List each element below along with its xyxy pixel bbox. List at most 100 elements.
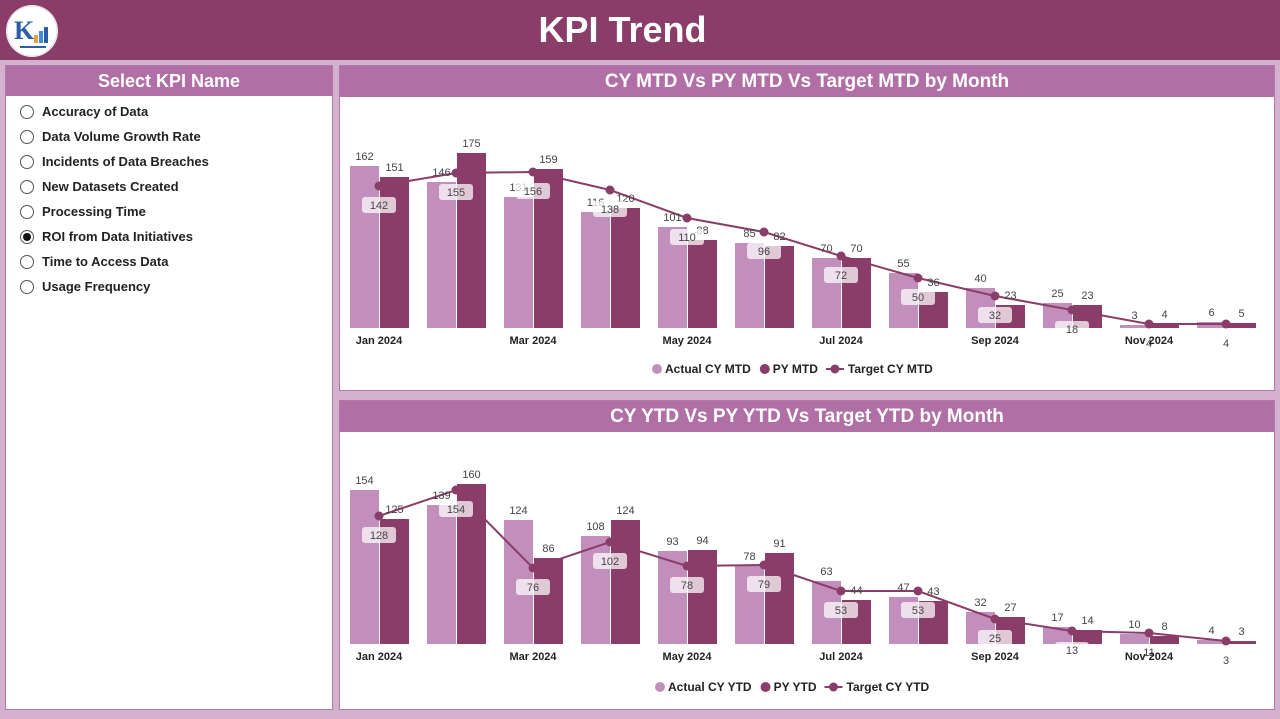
target-point[interactable] xyxy=(836,251,846,261)
data-label-target: 154 xyxy=(447,504,465,516)
legend-label[interactable]: Actual CY YTD xyxy=(668,680,752,694)
target-point[interactable] xyxy=(682,561,692,571)
legend-marker-icon xyxy=(652,364,662,374)
bar-actual[interactable] xyxy=(658,551,687,644)
bar-py[interactable] xyxy=(765,553,794,644)
target-point[interactable] xyxy=(528,167,538,177)
target-point[interactable] xyxy=(605,537,615,547)
data-label-target: 96 xyxy=(758,246,770,258)
data-label-target-box xyxy=(747,243,781,259)
data-label-target-box xyxy=(824,267,858,283)
legend-marker-icon xyxy=(760,682,771,692)
data-label-target: 11 xyxy=(1143,647,1154,659)
bar-actual[interactable] xyxy=(350,490,379,644)
bar-py[interactable] xyxy=(534,558,563,644)
data-label-target: 128 xyxy=(370,530,388,542)
data-label-target-box xyxy=(1132,644,1166,660)
data-label-target: 32 xyxy=(989,310,1001,322)
legend-label[interactable]: PY YTD xyxy=(774,680,817,694)
slicer-item[interactable]: Time to Access Data xyxy=(6,249,332,274)
target-point[interactable] xyxy=(451,485,461,495)
radio-icon[interactable] xyxy=(20,129,34,144)
slicer-item[interactable]: Usage Frequency xyxy=(6,274,332,299)
radio-icon[interactable] xyxy=(20,254,34,269)
slicer-item[interactable]: Incidents of Data Breaches xyxy=(6,149,332,174)
data-label-target: 13 xyxy=(1066,645,1078,657)
legend-label[interactable]: Actual CY MTD xyxy=(665,362,751,376)
bar-actual[interactable] xyxy=(1197,640,1226,644)
data-label-target-box xyxy=(516,579,550,595)
target-point[interactable] xyxy=(1221,636,1231,646)
target-point[interactable] xyxy=(1067,305,1077,315)
x-tick-label: Mar 2024 xyxy=(509,651,557,663)
bar-actual[interactable] xyxy=(427,505,456,644)
target-point[interactable] xyxy=(374,181,384,191)
data-label-py: 44 xyxy=(850,585,862,597)
target-point[interactable] xyxy=(605,185,615,195)
legend-marker-icon xyxy=(655,682,665,692)
bar-py[interactable] xyxy=(688,550,717,644)
radio-icon[interactable] xyxy=(20,204,34,219)
target-line xyxy=(378,488,1227,642)
target-point[interactable] xyxy=(759,227,769,237)
data-label-target: 76 xyxy=(527,582,539,594)
radio-icon[interactable] xyxy=(20,229,34,244)
slicer-item[interactable]: Data Volume Growth Rate xyxy=(6,124,332,149)
target-point[interactable] xyxy=(528,563,538,573)
bar-py[interactable] xyxy=(688,240,717,328)
bar-py[interactable] xyxy=(1227,323,1256,328)
target-point[interactable] xyxy=(1221,319,1231,329)
radio-icon[interactable] xyxy=(20,279,34,294)
bar-py[interactable] xyxy=(1073,630,1102,644)
bar-actual[interactable] xyxy=(427,182,456,328)
data-label-actual: 63 xyxy=(820,566,832,578)
target-point[interactable] xyxy=(990,614,1000,624)
target-point[interactable] xyxy=(374,511,384,521)
target-point[interactable] xyxy=(1067,626,1077,636)
target-point[interactable] xyxy=(451,168,461,178)
bar-py[interactable] xyxy=(611,520,640,644)
data-label-target: 72 xyxy=(835,270,847,282)
data-label-target-box xyxy=(593,201,627,217)
legend-label[interactable]: PY MTD xyxy=(773,362,818,376)
legend-label[interactable]: Target CY MTD xyxy=(848,362,933,376)
target-point[interactable] xyxy=(913,586,923,596)
bar-actual[interactable] xyxy=(1043,627,1072,644)
target-point[interactable] xyxy=(682,213,692,223)
bar-actual[interactable] xyxy=(581,212,610,328)
target-point[interactable] xyxy=(1144,319,1154,329)
slicer-item[interactable]: Processing Time xyxy=(6,199,332,224)
bar-actual[interactable] xyxy=(504,197,533,328)
bar-py[interactable] xyxy=(1150,324,1179,328)
slicer-item[interactable]: ROI from Data Initiatives xyxy=(6,224,332,249)
bar-py[interactable] xyxy=(611,208,640,328)
bar-actual[interactable] xyxy=(581,536,610,644)
bar-py[interactable] xyxy=(1150,636,1179,644)
radio-icon[interactable] xyxy=(20,179,34,194)
radio-icon[interactable] xyxy=(20,104,34,119)
legend-label[interactable]: Target CY YTD xyxy=(847,680,930,694)
slicer-item[interactable]: New Datasets Created xyxy=(6,174,332,199)
bar-py[interactable] xyxy=(765,246,794,328)
bar-py[interactable] xyxy=(1227,641,1256,644)
data-label-py: 151 xyxy=(385,162,403,174)
data-label-actual: 3 xyxy=(1131,310,1137,322)
data-label-target-box xyxy=(1132,335,1166,351)
bar-actual[interactable] xyxy=(1120,325,1149,328)
bar-py[interactable] xyxy=(457,153,486,328)
target-point[interactable] xyxy=(1144,628,1154,638)
data-label-py: 23 xyxy=(1081,290,1093,302)
data-label-py: 23 xyxy=(1004,290,1016,302)
slicer-item[interactable]: Accuracy of Data xyxy=(6,99,332,124)
target-point[interactable] xyxy=(990,291,1000,301)
data-label-actual: 4 xyxy=(1208,625,1214,637)
target-point[interactable] xyxy=(759,560,769,570)
data-label-py: 159 xyxy=(539,154,557,166)
radio-icon[interactable] xyxy=(20,154,34,169)
bar-actual[interactable] xyxy=(1120,634,1149,644)
bar-actual[interactable] xyxy=(350,166,379,328)
target-point[interactable] xyxy=(913,273,923,283)
x-tick-label: Jan 2024 xyxy=(356,651,403,663)
target-point[interactable] xyxy=(836,586,846,596)
data-label-actual: 154 xyxy=(355,475,373,487)
